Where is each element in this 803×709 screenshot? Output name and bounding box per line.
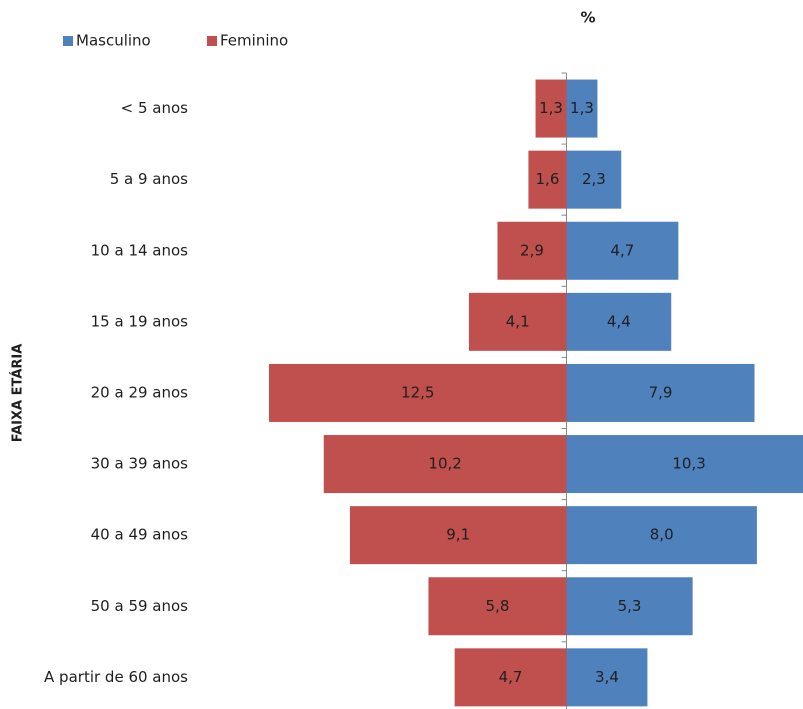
value-label: 4,4 [607,312,631,330]
bar [566,506,757,565]
value-label: 3,4 [595,668,619,686]
bar [566,79,598,138]
bar [535,79,567,138]
category-label: A partir de 60 anos [44,668,188,686]
bar [468,292,567,351]
bar [497,221,567,280]
category-label: 10 a 14 anos [91,241,189,259]
bar [566,648,648,707]
value-label: 4,7 [611,241,635,259]
bar [566,577,693,636]
value-label: 1,6 [536,170,560,188]
bar [528,150,567,209]
value-label: 4,1 [506,312,530,330]
value-label: 1,3 [570,99,594,117]
bar [566,435,803,494]
bar [566,363,755,422]
legend-swatch [207,36,217,46]
value-label: 5,3 [618,597,642,615]
bar [566,150,622,209]
bar [349,506,567,565]
y-axis-label: FAIXA ETÁRIA [10,344,26,443]
bar [269,363,567,422]
value-label: 12,5 [401,383,434,401]
value-label: 10,3 [672,455,705,473]
value-label: 9,1 [446,526,470,544]
bar [454,648,567,707]
chart-title: % [580,9,595,27]
bar [428,577,567,636]
category-label: 30 a 39 anos [91,455,189,473]
value-label: 8,0 [650,526,674,544]
category-label: < 5 anos [121,99,189,117]
legend-label: Feminino [220,32,288,50]
bar [566,221,679,280]
category-label: 20 a 29 anos [91,383,189,401]
category-label: 15 a 19 anos [91,312,189,330]
value-label: 2,9 [520,241,544,259]
value-label: 10,2 [428,455,461,473]
value-label: 7,9 [649,383,673,401]
value-label: 4,7 [499,668,523,686]
legend-swatch [63,36,73,46]
category-label: 40 a 49 anos [91,526,189,544]
bar [566,292,672,351]
value-label: 2,3 [582,170,606,188]
category-label: 5 a 9 anos [110,170,188,188]
category-label: 50 a 59 anos [91,597,189,615]
value-label: 1,3 [539,99,563,117]
value-label: 5,8 [486,597,510,615]
bar [323,435,567,494]
legend-label: Masculino [76,32,151,50]
